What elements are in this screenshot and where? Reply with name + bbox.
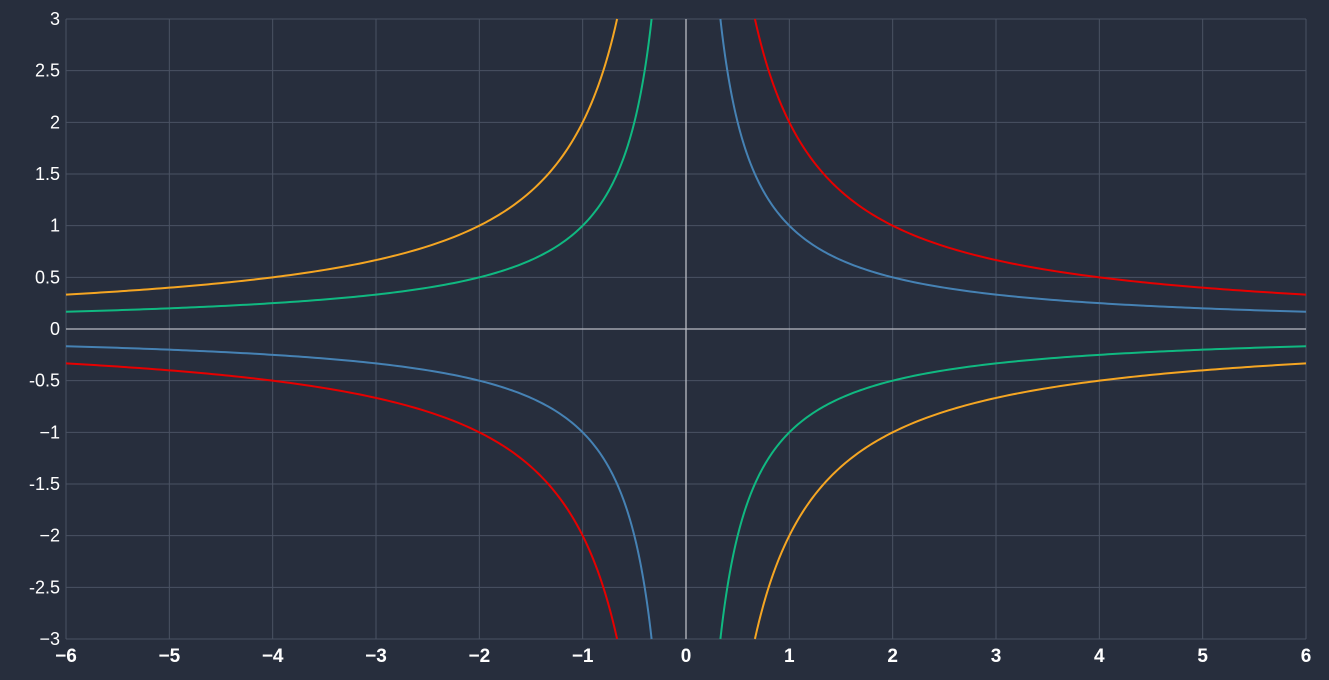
- x-tick-label: 4: [1094, 646, 1105, 667]
- y-tick-label: 0.5: [35, 267, 60, 287]
- x-tick-labels: −6 −5 −4 −3 −2 −1 0 1 2 3 4 5 6: [55, 646, 1311, 667]
- y-tick-label: -2.5: [29, 577, 60, 597]
- series-3-branch-1-line: [65, 18, 653, 313]
- x-tick-label: −4: [262, 646, 284, 667]
- y-tick-labels: 3 2.5 2 1.5 1 0.5 0 -0.5 −1 -1.5 −2 -2.5 −3: [29, 9, 60, 649]
- y-tick-label: 0: [50, 319, 60, 339]
- x-tick-label: 6: [1301, 646, 1312, 667]
- curves: [65, 18, 1307, 640]
- x-tick-label: −1: [572, 646, 594, 667]
- y-tick-label: 2: [50, 112, 60, 132]
- y-tick-label: −1: [39, 422, 60, 442]
- x-tick-label: −5: [158, 646, 180, 667]
- x-tick-label: 0: [681, 646, 692, 667]
- series-1-branch-2-line: [719, 18, 1307, 313]
- y-tick-label: −3: [39, 629, 60, 649]
- y-tick-label: 2.5: [35, 61, 60, 81]
- series-2-branch-1-line: [65, 362, 619, 640]
- x-tick-label: 1: [784, 646, 795, 667]
- x-tick-label: −6: [55, 646, 77, 667]
- x-tick-label: −3: [365, 646, 387, 667]
- y-tick-label: 1.5: [35, 164, 60, 184]
- series-2-branch-2-line: [753, 18, 1307, 296]
- y-tick-label: −2: [39, 526, 60, 546]
- y-tick-label: -1.5: [29, 474, 60, 494]
- y-tick-label: -0.5: [29, 371, 60, 391]
- x-tick-label: 2: [887, 646, 898, 667]
- series-4-branch-1-line: [65, 18, 619, 296]
- y-tick-label: 1: [50, 216, 60, 236]
- x-tick-label: −2: [468, 646, 490, 667]
- series-3-branch-2-line: [719, 345, 1307, 640]
- series-1-branch-1-line: [65, 345, 653, 640]
- x-tick-label: 3: [991, 646, 1002, 667]
- x-tick-label: 5: [1197, 646, 1208, 667]
- axes: [66, 19, 1306, 639]
- y-tick-label: 3: [50, 9, 60, 29]
- series-4-branch-2-line: [753, 362, 1307, 640]
